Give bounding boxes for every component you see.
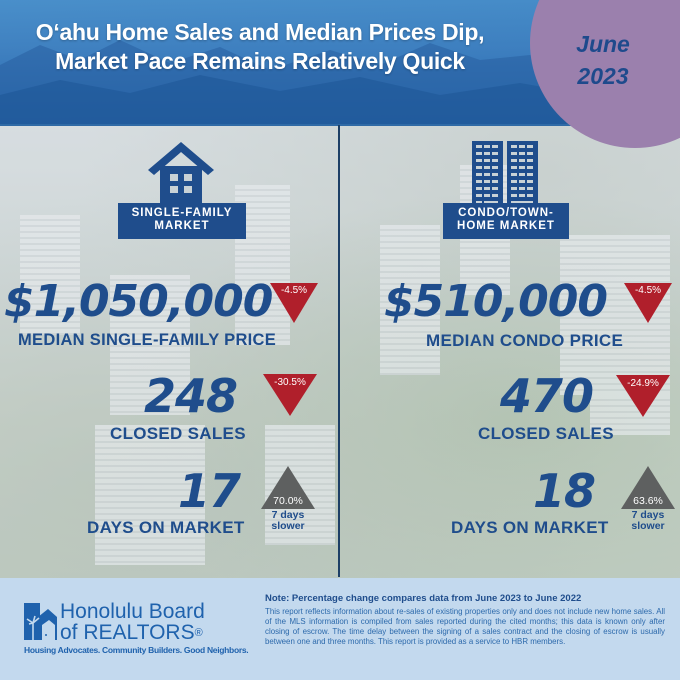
condo-median-price: $510,000: [384, 276, 608, 327]
logo-text-line-1: Honolulu Board: [60, 600, 205, 623]
date-label: June 2023: [548, 28, 658, 92]
title-line-1: O‘ahu Home Sales and Median Prices Dip,: [35, 19, 485, 45]
sf-median-price-change: -4.5%: [280, 285, 308, 296]
title-line-2: Market Pace Remains Relatively Quick: [55, 48, 465, 74]
sf-days-on-market-change: 70.0%: [273, 495, 303, 507]
logo-realtors: of REALTORS: [60, 621, 195, 644]
column-divider: [338, 125, 340, 577]
condo-days-on-market-label: DAYS ON MARKET: [451, 518, 609, 537]
decrease-arrow-icon: [263, 374, 317, 416]
days-note-line-1: 7 days: [631, 509, 665, 521]
logo-tagline: Housing Advocates. Community Builders. G…: [24, 645, 249, 655]
label-line-1: SINGLE-FAMILY: [131, 207, 233, 219]
decrease-arrow-icon: [616, 375, 670, 417]
days-note-line-1: 7 days: [271, 509, 305, 521]
sf-days-note: 7 days slower: [261, 510, 315, 532]
condo-median-price-label: MEDIAN CONDO PRICE: [426, 331, 624, 350]
date-month: June: [576, 31, 630, 57]
hbr-logo-icon: [24, 603, 57, 640]
city-photo-background: [0, 125, 680, 578]
house-icon: [148, 142, 214, 205]
note-body: This report reflects information about r…: [265, 607, 665, 646]
decrease-arrow-icon: [270, 283, 318, 323]
increase-arrow-icon: [621, 466, 675, 509]
registered-mark: ®: [194, 627, 203, 639]
increase-arrow-icon: [261, 466, 315, 509]
mountain-backdrop: [0, 40, 680, 125]
condo-closed-sales-change: -24.9%: [627, 378, 659, 389]
condo-market-label: CONDO/TOWN- HOME MARKET: [443, 203, 569, 239]
label-line-2: MARKET: [154, 220, 210, 232]
condo-closed-sales-label: CLOSED SALES: [478, 424, 614, 443]
label-line-2: HOME MARKET: [457, 220, 555, 232]
sf-closed-sales-change: -30.5%: [274, 377, 306, 388]
sf-closed-sales: 248: [144, 369, 238, 423]
decrease-arrow-icon: [624, 283, 672, 323]
sf-days-on-market: 17: [178, 464, 241, 518]
page-title: O‘ahu Home Sales and Median Prices Dip, …: [0, 18, 520, 76]
single-family-market-label: SINGLE-FAMILY MARKET: [118, 203, 246, 239]
note-title: Note: Percentage change compares data fr…: [265, 593, 582, 604]
header-divider: [0, 124, 680, 126]
logo-text-line-2: of REALTORS®: [60, 622, 203, 644]
sf-days-on-market-label: DAYS ON MARKET: [87, 518, 245, 537]
days-note-line-2: slower: [631, 520, 665, 532]
condo-days-on-market-change: 63.6%: [633, 495, 663, 507]
date-year: 2023: [577, 63, 629, 89]
label-line-1: CONDO/TOWN-: [458, 207, 554, 219]
condo-days-note: 7 days slower: [621, 510, 675, 532]
days-note-line-2: slower: [271, 520, 305, 532]
condo-days-on-market: 18: [533, 464, 596, 518]
sf-median-price: $1,050,000: [4, 276, 273, 327]
condo-median-price-change: -4.5%: [634, 285, 662, 296]
condo-closed-sales: 470: [500, 369, 594, 423]
condo-tower-icon: [472, 141, 538, 213]
sf-closed-sales-label: CLOSED SALES: [110, 424, 246, 443]
footer: Honolulu Board of REALTORS® Housing Advo…: [0, 578, 680, 680]
sf-median-price-label: MEDIAN SINGLE-FAMILY PRICE: [18, 331, 277, 349]
